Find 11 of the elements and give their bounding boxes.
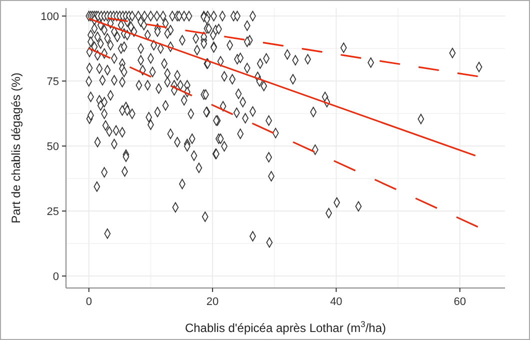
y-tick-label: 75 (46, 76, 59, 88)
x-tick-label: 20 (206, 296, 219, 308)
x-axis-title: Chablis d'épicéa après Lothar (m$^{3}$/ha) (184, 319, 386, 335)
x-tick-label: 0 (86, 296, 92, 308)
y-tick-label: 25 (46, 206, 59, 218)
y-tick-label: 50 (46, 141, 59, 154)
x-tick-label: 40 (330, 296, 342, 308)
y-tick-label: 0 (52, 271, 59, 284)
y-tick-label: 100 (40, 11, 59, 24)
x-tick-label: 60 (454, 296, 466, 308)
y-axis-title: Part de chablis dégagés (%) (9, 72, 23, 224)
